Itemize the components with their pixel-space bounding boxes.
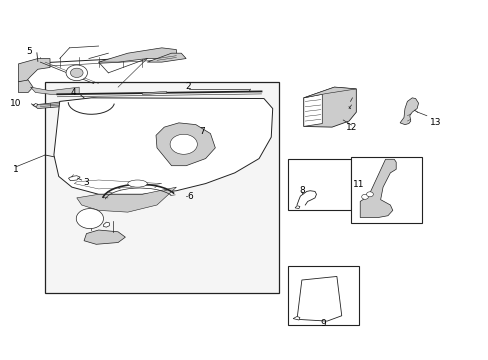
Polygon shape	[33, 104, 38, 107]
Circle shape	[76, 208, 103, 229]
Polygon shape	[303, 87, 356, 98]
Polygon shape	[19, 59, 50, 82]
Polygon shape	[399, 98, 418, 125]
Polygon shape	[296, 276, 341, 321]
Polygon shape	[77, 187, 176, 212]
Polygon shape	[147, 53, 186, 62]
Polygon shape	[84, 230, 125, 244]
Polygon shape	[156, 123, 215, 166]
Polygon shape	[102, 152, 107, 155]
Text: 6: 6	[187, 192, 193, 201]
Text: 1: 1	[13, 165, 19, 174]
Circle shape	[170, 134, 197, 154]
Text: 13: 13	[429, 118, 441, 127]
Text: 12: 12	[345, 123, 356, 132]
Text: 10: 10	[10, 99, 21, 108]
Circle shape	[70, 68, 83, 77]
Text: 2: 2	[185, 82, 191, 91]
Polygon shape	[99, 48, 176, 62]
Text: 4: 4	[70, 88, 76, 97]
Polygon shape	[142, 91, 166, 95]
Text: 3: 3	[83, 178, 89, 187]
Bar	[96, 100, 171, 158]
Text: 7: 7	[199, 127, 204, 136]
Bar	[351, 157, 421, 223]
Polygon shape	[68, 176, 80, 181]
Ellipse shape	[127, 180, 147, 187]
Polygon shape	[294, 206, 299, 208]
Polygon shape	[103, 222, 109, 227]
Polygon shape	[74, 180, 162, 189]
Polygon shape	[30, 87, 79, 94]
Circle shape	[361, 194, 368, 199]
Text: 11: 11	[352, 180, 364, 189]
Bar	[287, 158, 351, 210]
Text: 8: 8	[298, 185, 304, 194]
Polygon shape	[33, 98, 108, 109]
Polygon shape	[303, 94, 322, 126]
Polygon shape	[19, 80, 33, 93]
Circle shape	[66, 65, 87, 81]
Text: 5: 5	[27, 46, 32, 55]
Text: 9: 9	[320, 319, 325, 328]
Polygon shape	[292, 316, 299, 320]
Polygon shape	[360, 159, 395, 217]
Bar	[287, 266, 358, 325]
Polygon shape	[303, 87, 356, 127]
Circle shape	[366, 192, 372, 197]
Polygon shape	[113, 112, 161, 149]
Bar	[45, 82, 278, 293]
Polygon shape	[54, 98, 272, 194]
Bar	[96, 160, 186, 230]
